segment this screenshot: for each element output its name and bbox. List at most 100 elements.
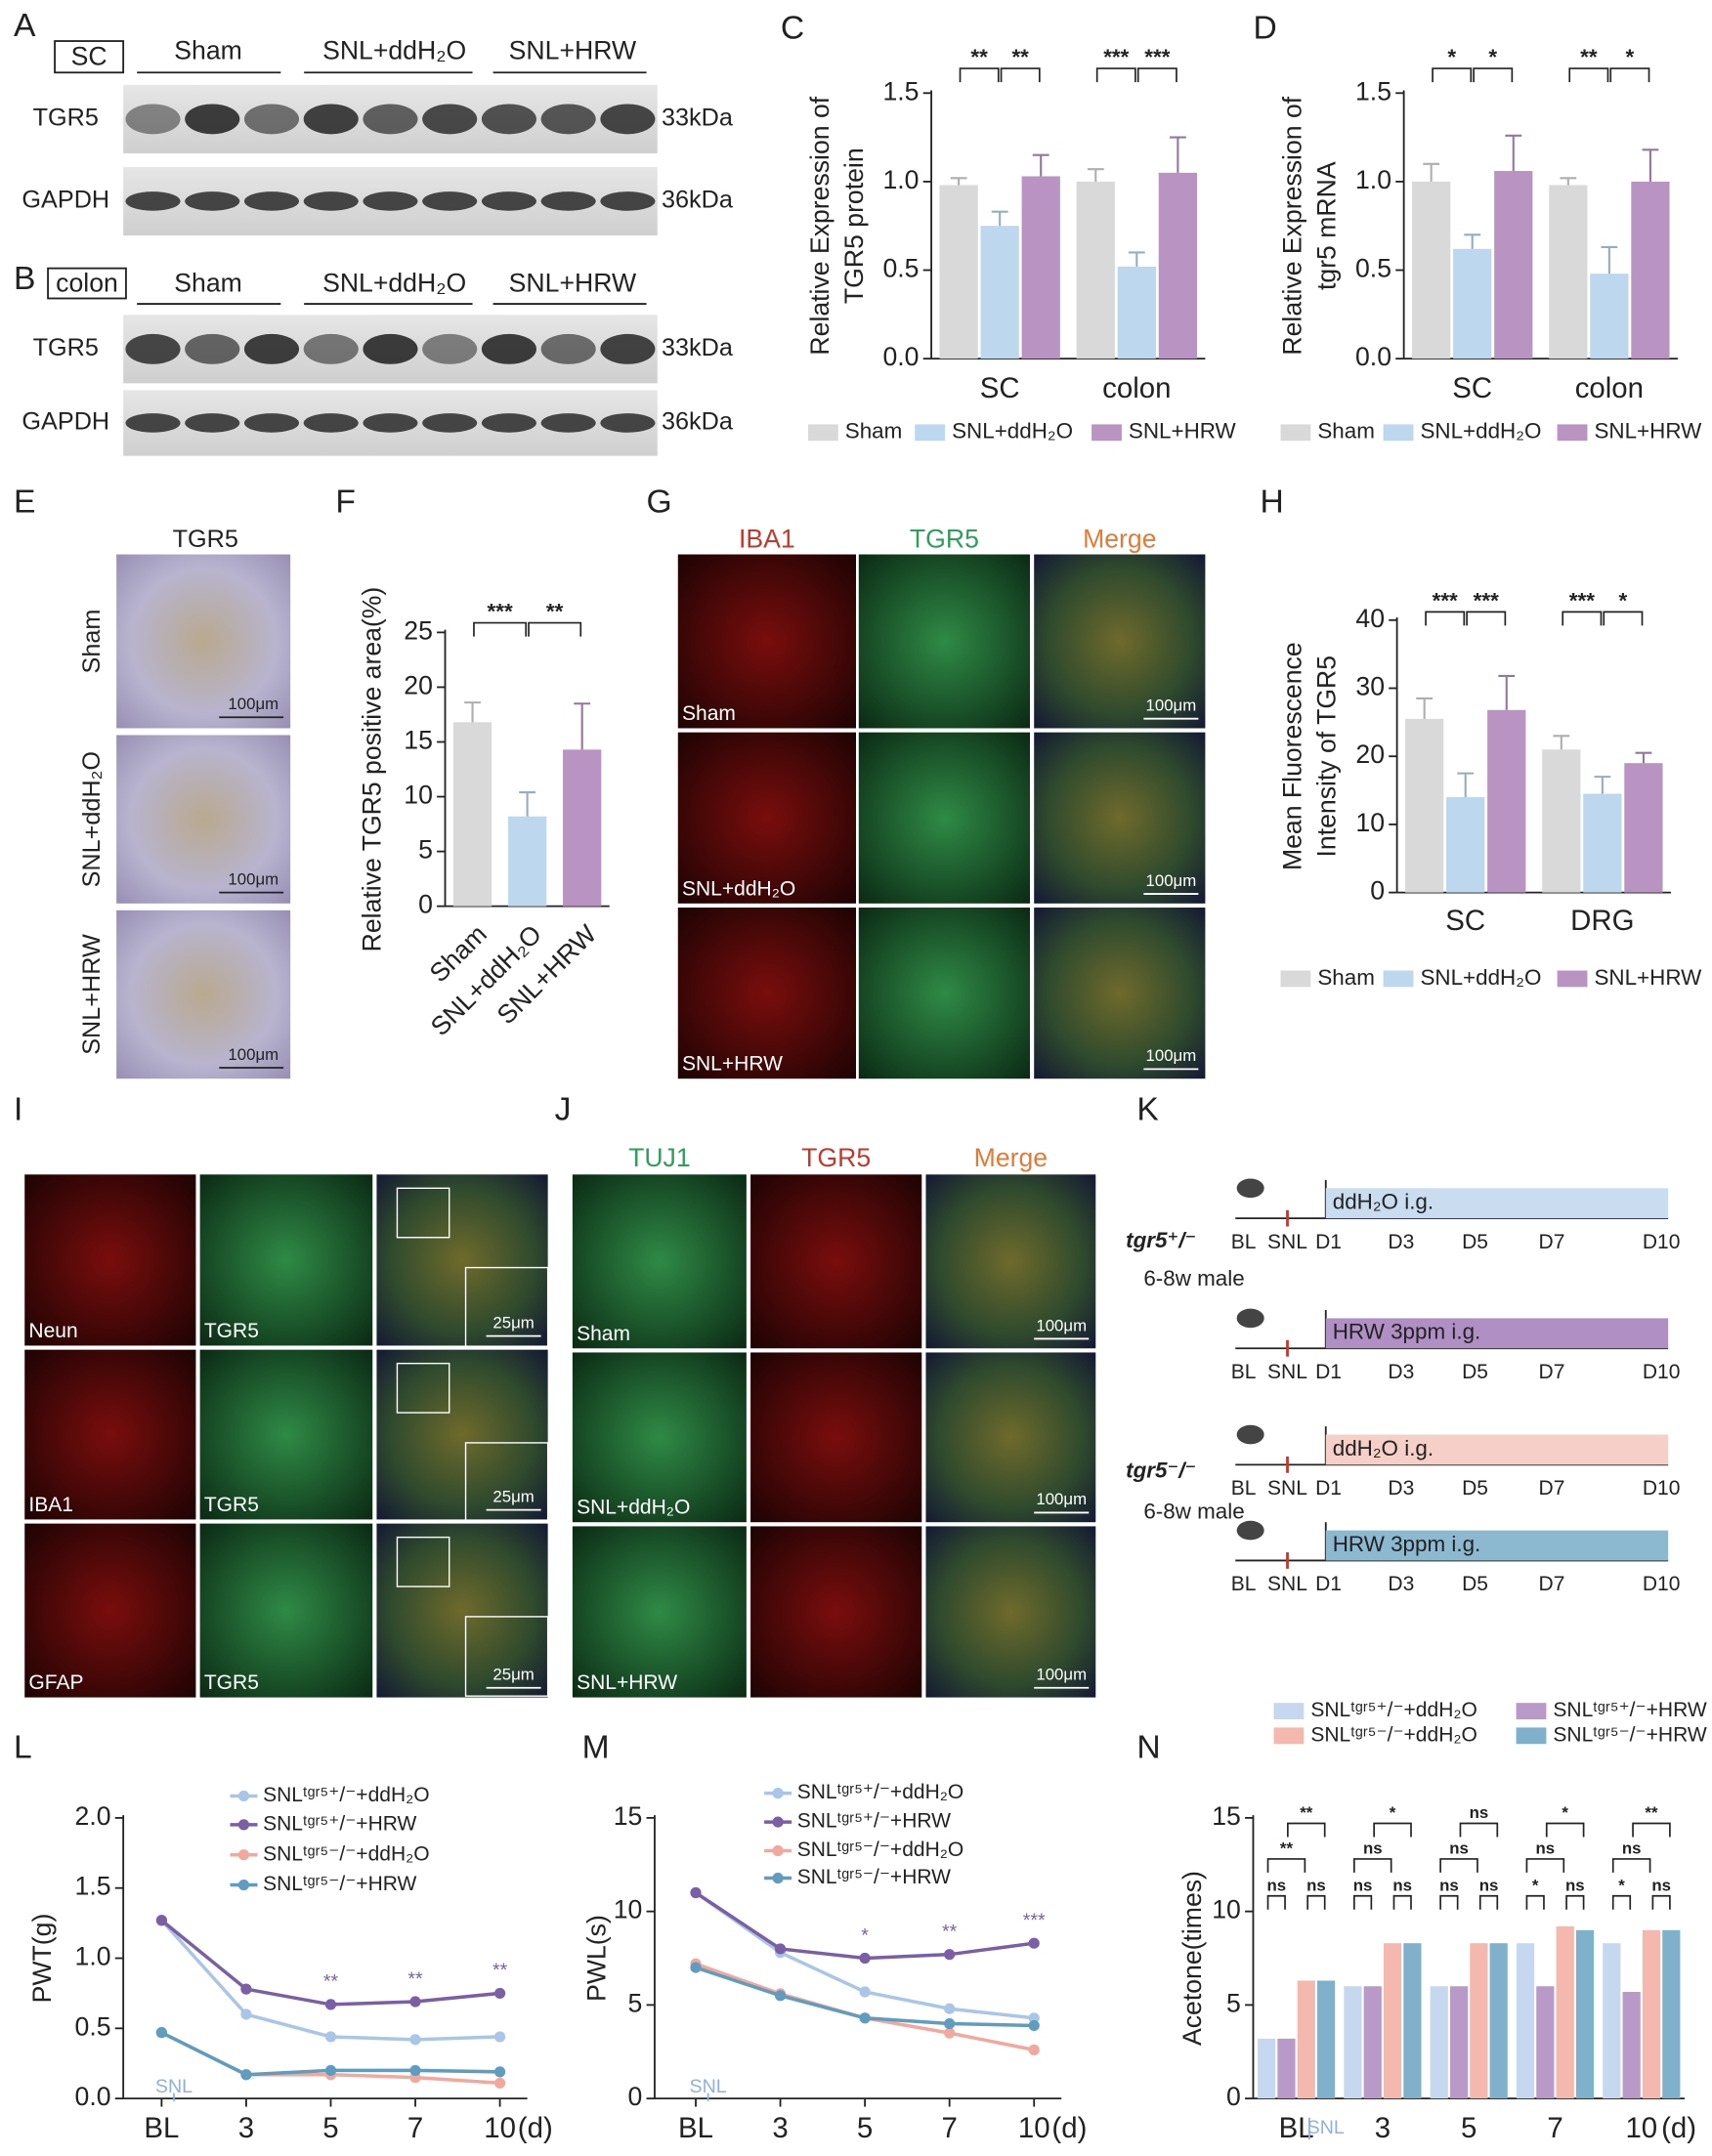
micrograph xyxy=(750,1352,922,1523)
timeline-tick: SNL xyxy=(1267,1361,1307,1383)
mouse-icon xyxy=(1236,1520,1264,1541)
significance-bracket xyxy=(1425,611,1466,626)
protein-label: GAPDH xyxy=(21,187,109,214)
y-tick-label: 0.0 xyxy=(1355,342,1391,371)
x-tick-label: colon xyxy=(1575,372,1644,404)
timeline-tick: BL xyxy=(1231,1573,1257,1595)
y-tick-label: 20 xyxy=(404,670,433,699)
significance-label: * xyxy=(1626,45,1635,69)
series-point xyxy=(859,1952,871,1965)
legend-swatch xyxy=(1516,1703,1547,1719)
blot-band xyxy=(600,413,656,433)
series-point xyxy=(690,1962,702,1973)
micrograph xyxy=(677,908,856,1079)
legend-label: SNL+HRW xyxy=(1594,965,1702,990)
ihc-image xyxy=(116,735,291,904)
bar xyxy=(1297,1980,1315,2099)
significance-bracket xyxy=(1568,67,1609,83)
blot-band xyxy=(600,104,656,135)
series-point xyxy=(774,1943,787,1955)
group-label: SNL+HRW xyxy=(509,35,637,64)
significance-label: ns xyxy=(1439,1876,1459,1894)
bar xyxy=(1158,172,1197,359)
marker-label: IBA1 xyxy=(28,1494,73,1516)
blot-band xyxy=(303,413,359,433)
micrograph xyxy=(750,1174,922,1349)
timeline-tick: SNL xyxy=(1267,1477,1307,1500)
column-title: Merge xyxy=(974,1143,1048,1172)
bar xyxy=(452,722,492,907)
significance-label: * xyxy=(1488,45,1497,69)
x-unit-label: (d) xyxy=(1051,2112,1087,2144)
x-tick-label: 3 xyxy=(772,2112,788,2144)
inset-box xyxy=(396,1536,450,1587)
panel-letter: C xyxy=(781,11,804,47)
significance-label: *** xyxy=(1569,588,1595,613)
y-axis-label: Mean Fluorescence xyxy=(1278,642,1307,870)
treatment-label: ddH₂O i.g. xyxy=(1333,1436,1434,1460)
panel-letter: E xyxy=(14,485,35,521)
blot-band xyxy=(185,104,240,135)
x-tick-label: 7 xyxy=(1547,2112,1562,2144)
treatment-bar xyxy=(1325,1530,1669,1561)
bar xyxy=(1021,176,1060,359)
group-label: SNL+ddH₂O xyxy=(322,268,466,297)
x-tick-label: 10 xyxy=(1018,2112,1050,2144)
bar xyxy=(1412,181,1451,359)
blot-band xyxy=(363,104,418,135)
series-point xyxy=(409,1996,421,2008)
legend-label: SNLᵗᵍʳ⁵⁻/⁻+ddH₂O xyxy=(1310,1723,1477,1746)
bar xyxy=(563,749,602,907)
blot-band xyxy=(243,104,300,135)
significance-bracket xyxy=(1562,611,1603,626)
bar xyxy=(1542,749,1581,893)
series-point xyxy=(324,2064,337,2077)
micrograph xyxy=(677,554,856,729)
significance-label: ns xyxy=(1651,1876,1671,1894)
bar xyxy=(1549,185,1588,359)
series-point xyxy=(493,2066,506,2078)
legend-swatch xyxy=(1280,424,1311,442)
bar xyxy=(1603,1943,1621,2099)
marker-label: TGR5 xyxy=(204,1494,259,1516)
blot-band xyxy=(540,104,596,135)
bar xyxy=(507,816,547,907)
y-tick-label: 10 xyxy=(1355,808,1385,837)
row-label: SNL+ddH₂O xyxy=(78,751,106,887)
timeline-tick: D5 xyxy=(1462,1573,1488,1595)
y-tick-label: 10 xyxy=(404,781,433,810)
significance-label: * xyxy=(1618,1876,1625,1894)
micrograph xyxy=(376,1523,548,1698)
significance-bracket xyxy=(1478,1894,1499,1910)
y-tick-label: 5 xyxy=(628,1988,643,2017)
treatment-bar xyxy=(1325,1434,1669,1465)
micrograph xyxy=(24,1349,196,1520)
series-point xyxy=(493,2077,506,2089)
significance-bracket xyxy=(1466,611,1507,626)
legend-label: SNLᵗᵍʳ⁵⁻/⁻+HRW xyxy=(797,1866,951,1888)
series-point xyxy=(324,2031,337,2043)
bar xyxy=(1449,1986,1469,2099)
inset-box xyxy=(396,1362,450,1414)
panel-letter: M xyxy=(582,1730,610,1766)
blot-band xyxy=(185,333,240,364)
panel-letter: D xyxy=(1253,11,1276,47)
blot-band xyxy=(422,333,478,364)
legend-label: Sham xyxy=(845,419,903,444)
marker-label: GFAP xyxy=(28,1671,83,1694)
micrograph xyxy=(1034,908,1206,1079)
x-tick-label: BL xyxy=(1279,2112,1314,2144)
significance-bracket xyxy=(1373,1822,1412,1838)
significance-label: ns xyxy=(1353,1876,1373,1894)
legend-label: SNLᵗᵍʳ⁵⁻/⁻+ddH₂O xyxy=(263,1842,430,1865)
micrograph xyxy=(199,1523,373,1698)
bar xyxy=(1403,1943,1422,2099)
significance-label: ns xyxy=(1363,1839,1383,1858)
column-title: Merge xyxy=(1083,525,1156,554)
legend-swatch xyxy=(807,424,838,442)
legend-marker xyxy=(772,1816,784,1828)
y-tick-label: 0 xyxy=(628,2082,643,2111)
blot-band xyxy=(303,191,359,211)
significance-label: *** xyxy=(1433,588,1458,613)
